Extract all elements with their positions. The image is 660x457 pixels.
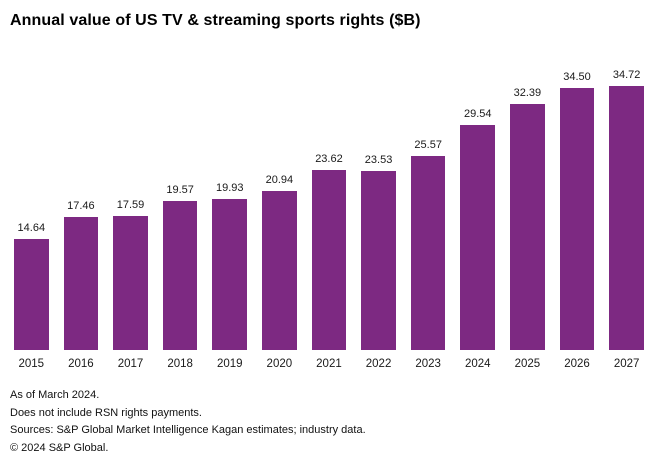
bar-group: 19.93 2019 bbox=[212, 32, 247, 372]
bar-chart: 14.64 2015 17.46 2016 17.59 2017 19.57 2018 19.9… bbox=[10, 32, 648, 372]
bar-value-label: 14.64 bbox=[18, 222, 46, 234]
bar-group: 19.57 2018 bbox=[163, 32, 198, 372]
bar-group: 23.53 2022 bbox=[361, 32, 396, 372]
x-axis-tick-label: 2020 bbox=[267, 350, 293, 372]
bar-group: 17.46 2016 bbox=[64, 32, 99, 372]
bar bbox=[64, 217, 99, 350]
bar-value-label: 20.94 bbox=[266, 174, 294, 186]
bar-value-label: 19.57 bbox=[166, 184, 194, 196]
bar bbox=[212, 199, 247, 350]
bar bbox=[609, 86, 644, 350]
x-axis-tick-label: 2019 bbox=[217, 350, 243, 372]
bar bbox=[113, 216, 148, 350]
bar bbox=[460, 125, 495, 350]
bar-value-label: 23.62 bbox=[315, 153, 343, 165]
x-axis-tick-label: 2016 bbox=[68, 350, 94, 372]
footnote-sources: Sources: S&P Global Market Intelligence … bbox=[10, 422, 648, 440]
x-axis-tick-label: 2027 bbox=[614, 350, 640, 372]
bar-group: 23.62 2021 bbox=[312, 32, 347, 372]
bar-group: 20.94 2020 bbox=[262, 32, 297, 372]
x-axis-tick-label: 2024 bbox=[465, 350, 491, 372]
bar-group: 25.57 2023 bbox=[411, 32, 446, 372]
bar bbox=[14, 239, 49, 350]
bar bbox=[312, 170, 347, 350]
x-axis-tick-label: 2015 bbox=[19, 350, 45, 372]
bar bbox=[411, 156, 446, 350]
footnote-copyright: © 2024 S&P Global. bbox=[10, 440, 648, 457]
x-axis-tick-label: 2017 bbox=[118, 350, 144, 372]
bar-group: 32.39 2025 bbox=[510, 32, 545, 372]
x-axis-tick-label: 2025 bbox=[515, 350, 541, 372]
bar-value-label: 34.50 bbox=[563, 71, 591, 83]
bar bbox=[262, 191, 297, 350]
bar bbox=[560, 88, 595, 350]
bar-value-label: 29.54 bbox=[464, 108, 492, 120]
bar-value-label: 17.46 bbox=[67, 200, 95, 212]
bar-group: 29.54 2024 bbox=[460, 32, 495, 372]
x-axis-tick-label: 2018 bbox=[167, 350, 193, 372]
bar bbox=[163, 201, 198, 350]
x-axis-tick-label: 2023 bbox=[415, 350, 441, 372]
bar-value-label: 23.53 bbox=[365, 154, 393, 166]
bar-value-label: 34.72 bbox=[613, 69, 641, 81]
bar-value-label: 32.39 bbox=[514, 87, 542, 99]
chart-footnotes: As of March 2024. Does not include RSN r… bbox=[10, 387, 648, 457]
bar-value-label: 25.57 bbox=[414, 139, 442, 151]
x-axis-tick-label: 2022 bbox=[366, 350, 392, 372]
x-axis-tick-label: 2026 bbox=[564, 350, 590, 372]
bar-group: 17.59 2017 bbox=[113, 32, 148, 372]
x-axis-tick-label: 2021 bbox=[316, 350, 342, 372]
bar bbox=[510, 104, 545, 350]
bar-group: 34.72 2027 bbox=[609, 32, 644, 372]
bar-group: 14.64 2015 bbox=[14, 32, 49, 372]
footnote-rsn-note: Does not include RSN rights payments. bbox=[10, 405, 648, 423]
bar-value-label: 19.93 bbox=[216, 182, 244, 194]
footnote-as-of-date: As of March 2024. bbox=[10, 387, 648, 405]
bar-group: 34.50 2026 bbox=[560, 32, 595, 372]
bar-value-label: 17.59 bbox=[117, 199, 145, 211]
chart-title: Annual value of US TV & streaming sports… bbox=[10, 10, 648, 32]
bar bbox=[361, 171, 396, 350]
